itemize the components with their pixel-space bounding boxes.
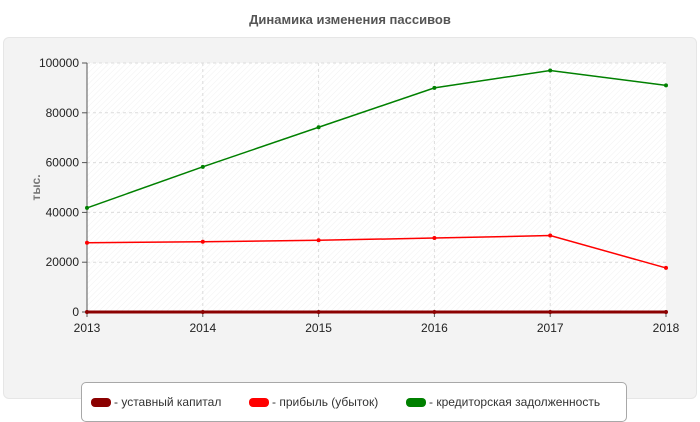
series-2-point	[548, 233, 553, 238]
legend-swatch-payables	[406, 397, 426, 407]
y-axis-label: тыс.	[29, 174, 43, 200]
x-tick-label: 2017	[537, 321, 564, 335]
series-3-point	[200, 164, 205, 169]
series-1-point	[200, 310, 205, 314]
series-2-point	[432, 236, 437, 241]
y-tick-label: 20000	[46, 255, 80, 269]
series-2-point	[664, 265, 668, 270]
x-tick-label: 2015	[305, 321, 332, 335]
series-2-point	[85, 240, 89, 245]
legend-label-payables: - кредиторская задолженность	[429, 395, 601, 409]
legend-swatch-profit	[249, 397, 269, 407]
series-1-point	[664, 310, 668, 314]
x-tick-label: 2018	[653, 321, 680, 335]
legend-label-profit: - прибыль (убыток)	[272, 395, 379, 409]
x-tick-label: 2016	[421, 321, 448, 335]
series-3-point	[664, 83, 668, 88]
chart-legend: - уставный капитал - прибыль (убыток) - …	[81, 382, 627, 422]
legend-swatch-capital	[91, 397, 111, 407]
legend-label-capital: - уставный капитал	[114, 395, 222, 409]
y-tick-label: 100000	[39, 56, 79, 70]
y-tick-label: 80000	[46, 106, 80, 120]
x-tick-label: 2014	[189, 321, 216, 335]
y-tick-label: 40000	[46, 205, 80, 219]
legend-item-payables: - кредиторская задолженность	[406, 383, 600, 421]
series-2-point	[316, 238, 321, 243]
series-3-point	[85, 205, 89, 210]
x-tick-label: 2013	[74, 321, 101, 335]
chart-panel: 0 20000 40000 60000 80000 100000 2013 2014 2015 2…	[3, 37, 697, 422]
series-3-point	[316, 125, 321, 130]
y-tick-label: 60000	[46, 156, 80, 170]
series-1-point	[432, 310, 437, 314]
series-line-3	[86, 69, 667, 209]
series-1-point	[85, 310, 89, 314]
series-1-point	[548, 310, 553, 314]
plot-area	[87, 63, 666, 312]
legend-item-profit: - прибыль (убыток)	[249, 383, 378, 421]
chart-title: Динамика изменения пассивов	[249, 12, 451, 27]
series-3-point	[432, 85, 437, 90]
y-tick-label: 0	[72, 305, 79, 319]
legend-item-capital: - уставный капитал	[91, 383, 221, 421]
chart-plot: 0 20000 40000 60000 80000 100000 2013 2014 2015 2…	[29, 56, 680, 335]
series-1-point	[316, 310, 321, 314]
series-3-point	[548, 68, 553, 73]
series-2-point	[200, 239, 205, 244]
series-line-2	[86, 234, 667, 269]
